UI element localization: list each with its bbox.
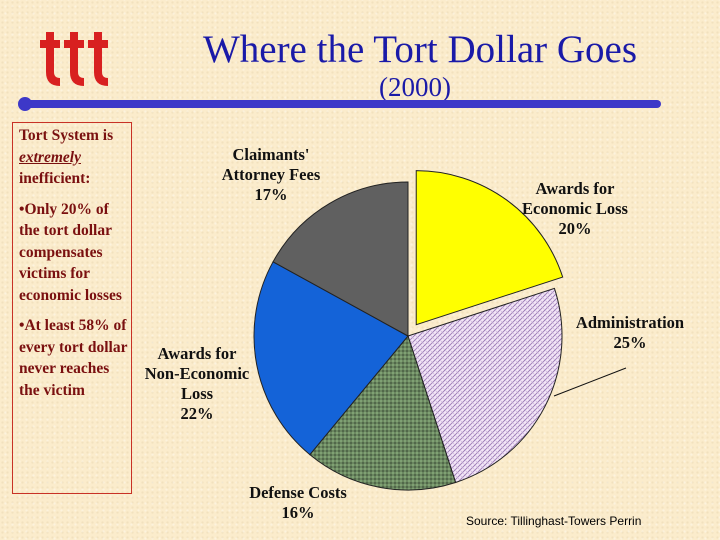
slice-label-defense-line-1: Defense Costs bbox=[249, 483, 347, 502]
slice-label-economic-line-2: Economic Loss bbox=[522, 199, 628, 218]
title-divider bbox=[24, 100, 661, 108]
slice-label-claimant-fees-line-2: Attorney Fees bbox=[222, 165, 321, 184]
slice-label-non-economic-line-3: Loss bbox=[181, 384, 214, 403]
slice-label-claimant-fees-value: 17% bbox=[255, 185, 288, 204]
emphasis-word: extremely bbox=[19, 148, 81, 166]
sidebar-bullet-1: •Only 20% of the tort dollar compensates… bbox=[19, 200, 122, 304]
slice-label-non-economic-line-1: Awards for bbox=[158, 344, 237, 363]
slice-label-economic-line-1: Awards for bbox=[536, 179, 615, 198]
pie-slice-claimant-fees bbox=[272, 181, 409, 337]
sidebar-heading: Tort System is extremely inefficient: bbox=[19, 127, 114, 187]
page-subtitle: (2000) bbox=[379, 72, 451, 102]
slice-label-non-economic-value: 22% bbox=[181, 404, 214, 423]
admin-leader-line bbox=[553, 367, 627, 397]
sidebar-text-box: Tort System is extremely inefficient: •O… bbox=[12, 122, 132, 494]
pie-slice-economic bbox=[415, 170, 564, 326]
pie-slice-administration bbox=[407, 287, 563, 484]
source-note: Source: Tillinghast-Towers Perrin bbox=[466, 514, 642, 528]
slice-label-claimant-fees-line-1: Claimants' bbox=[232, 145, 309, 164]
ttt-logo bbox=[40, 32, 108, 86]
title-divider-cap bbox=[18, 97, 32, 111]
page-title: Where the Tort Dollar Goes bbox=[202, 28, 638, 71]
slice-label-economic-value: 20% bbox=[559, 219, 592, 238]
slice-label-non-economic-line-2: Non-Economic bbox=[145, 364, 250, 383]
pie-slice-defense bbox=[309, 334, 457, 491]
slice-label-administration-line-1: Administration bbox=[576, 313, 684, 332]
sidebar-bullet-2: •At least 58% of every tort dollar never… bbox=[19, 317, 128, 399]
slice-label-administration-value: 25% bbox=[614, 333, 647, 352]
slice-label-defense-value: 16% bbox=[282, 503, 315, 522]
pie-slice-non-economic bbox=[253, 261, 409, 456]
